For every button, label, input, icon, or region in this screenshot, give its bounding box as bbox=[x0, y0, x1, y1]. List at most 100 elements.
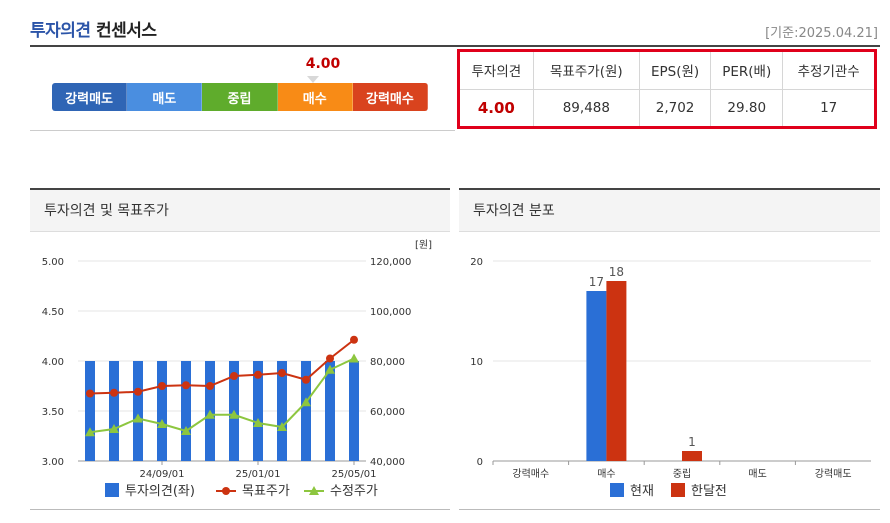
panel-title: 투자의견 분포 bbox=[459, 190, 880, 232]
legend-target-label: 목표주가 bbox=[242, 484, 290, 499]
legend-month-ago-icon bbox=[671, 483, 685, 497]
target-price-point bbox=[134, 387, 142, 396]
opinion-bar bbox=[181, 361, 191, 461]
target-price-point bbox=[182, 381, 190, 390]
adjusted-price-point bbox=[349, 353, 359, 363]
consensus-table: 투자의견 목표주가(원) EPS(원) PER(배) 추정기관수 4.00 89… bbox=[457, 49, 877, 129]
value-target-price: 89,488 bbox=[532, 88, 641, 128]
title-highlight: 투자의견 bbox=[30, 21, 91, 41]
opinion-bar bbox=[253, 361, 263, 461]
opinion-bar bbox=[349, 361, 359, 461]
target-price-point bbox=[206, 382, 214, 390]
y-tick-label: 20 bbox=[470, 257, 483, 268]
adjusted-price-point bbox=[205, 409, 215, 419]
panel-title: 투자의견 및 목표주가 bbox=[30, 190, 450, 232]
header-divider bbox=[30, 45, 880, 47]
opinion-bar bbox=[85, 361, 95, 461]
base-date: [기준:2025.04.21] bbox=[765, 26, 878, 41]
adjusted-price-point bbox=[229, 409, 239, 419]
x-tick-label: 강력매도 bbox=[815, 468, 852, 480]
target-price-point bbox=[110, 388, 118, 397]
target-price-point bbox=[158, 382, 166, 390]
left-tick-label: 3.50 bbox=[42, 407, 64, 418]
left-tick-label: 3.00 bbox=[42, 457, 64, 468]
current-bar bbox=[586, 291, 607, 461]
right-tick-label: 40,000 bbox=[370, 457, 405, 468]
header-opinion: 투자의견 bbox=[458, 50, 534, 90]
opinion-bar bbox=[133, 361, 143, 461]
left-tick-label: 5.00 bbox=[42, 257, 64, 268]
header-institution-count: 추정기관수 bbox=[782, 50, 876, 90]
value-opinion: 4.00 bbox=[458, 88, 534, 128]
x-tick-label: 매수 bbox=[597, 468, 615, 480]
scale-segment-strong-sell: 강력매도 bbox=[52, 83, 128, 111]
legend-opinion-icon bbox=[105, 483, 119, 497]
adjusted-price-point bbox=[325, 364, 335, 374]
opinion-indicator-arrow-icon bbox=[307, 76, 319, 83]
adjusted-price-point bbox=[301, 397, 311, 407]
x-tick-label: 중립 bbox=[673, 467, 691, 480]
bar-data-label: 1 bbox=[688, 435, 696, 449]
opinion-target-chart: 5.00 4.50 4.00 3.50 3.00 120,000 100,000 80,000… bbox=[42, 239, 432, 499]
adjusted-price-point bbox=[109, 424, 119, 433]
opinion-bar bbox=[157, 361, 167, 461]
legend-month-ago-label: 한달전 bbox=[691, 484, 727, 499]
target-price-point bbox=[86, 389, 94, 398]
left-tick-label: 4.00 bbox=[42, 357, 64, 368]
bar-data-label: 17 bbox=[589, 275, 604, 289]
right-tick-label: 100,000 bbox=[370, 307, 411, 318]
y-tick-label: 10 bbox=[470, 357, 483, 368]
header-target-price: 목표주가(원) bbox=[532, 50, 641, 90]
value-eps: 2,702 bbox=[639, 88, 712, 128]
opinion-bar bbox=[109, 361, 119, 461]
legend-adjusted-label: 수정주가 bbox=[330, 484, 378, 499]
opinion-bar bbox=[325, 361, 335, 461]
value-institution-count: 17 bbox=[782, 88, 876, 128]
opinion-bar bbox=[301, 361, 311, 461]
legend-opinion-label: 투자의견(좌) bbox=[125, 484, 195, 499]
adjusted-price-point bbox=[181, 426, 191, 435]
legend-target-marker-icon bbox=[222, 487, 230, 495]
legend-current-icon bbox=[610, 483, 624, 497]
x-tick-label: 25/05/01 bbox=[332, 469, 377, 480]
opinion-scale: 강력매도 매도 중립 매수 강력매수 bbox=[52, 83, 428, 111]
adjusted-price-point bbox=[157, 419, 167, 428]
right-tick-label: 60,000 bbox=[370, 407, 405, 418]
x-tick-label: 24/09/01 bbox=[140, 469, 185, 480]
header-eps: EPS(원) bbox=[639, 50, 712, 90]
x-tick-label: 매도 bbox=[748, 468, 766, 480]
opinion-bar bbox=[277, 361, 287, 461]
table-header-row: 투자의견 목표주가(원) EPS(원) PER(배) 추정기관수 bbox=[458, 50, 876, 90]
target-price-point bbox=[326, 354, 334, 363]
right-tick-label: 80,000 bbox=[370, 357, 405, 368]
left-tick-label: 4.50 bbox=[42, 307, 64, 318]
y-unit-label: [원] bbox=[415, 239, 432, 251]
value-per: 29.80 bbox=[710, 88, 784, 128]
title-rest: 컨센서스 bbox=[90, 21, 157, 41]
adjusted-price-point bbox=[277, 422, 287, 431]
scale-segment-sell: 매도 bbox=[127, 83, 203, 111]
scale-segment-buy: 매수 bbox=[277, 83, 353, 111]
month-ago-bar bbox=[606, 281, 627, 461]
x-tick-label: 25/01/01 bbox=[236, 469, 281, 480]
adjusted-price-point bbox=[253, 418, 263, 427]
bar-data-label: 18 bbox=[609, 265, 624, 279]
header-per: PER(배) bbox=[710, 50, 784, 90]
target-price-point bbox=[254, 370, 262, 379]
section-divider bbox=[30, 130, 455, 131]
right-tick-label: 120,000 bbox=[370, 257, 411, 268]
table-row: 4.00 89,488 2,702 29.80 17 bbox=[458, 88, 876, 128]
month-ago-bar bbox=[682, 451, 702, 461]
scale-segment-strong-buy: 강력매수 bbox=[352, 83, 428, 111]
adjusted-price-point bbox=[85, 427, 95, 437]
legend-adjusted-marker-icon bbox=[309, 486, 319, 495]
y-tick-label: 0 bbox=[477, 457, 483, 468]
legend-current-label: 현재 bbox=[630, 484, 654, 499]
x-tick-label: 강력매수 bbox=[512, 468, 549, 480]
adjusted-price-line bbox=[89, 357, 355, 434]
opinion-indicator-value: 4.00 bbox=[305, 56, 341, 72]
target-price-line bbox=[89, 338, 355, 395]
page-title: 투자의견 컨센서스 bbox=[30, 16, 157, 41]
